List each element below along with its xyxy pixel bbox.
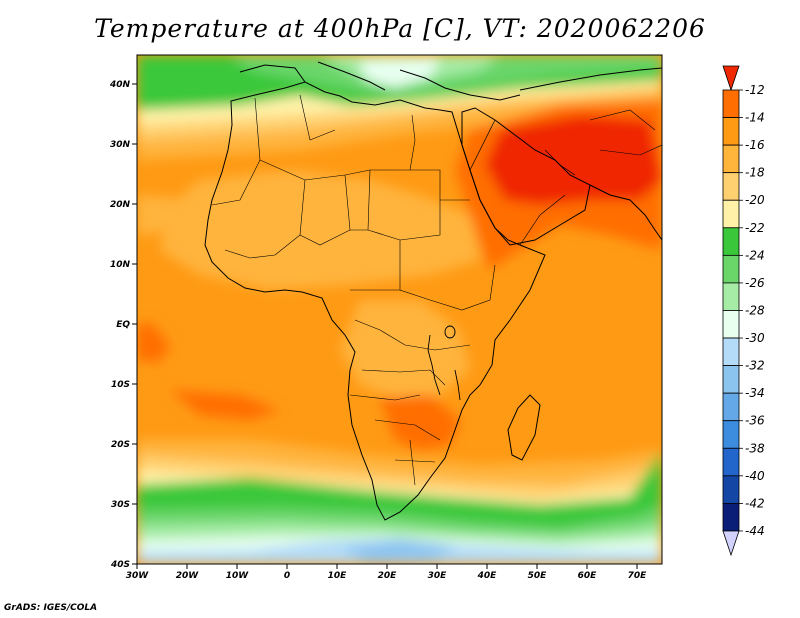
lon-label-40e: 40E <box>477 571 498 581</box>
colorbar-label: -18 <box>745 166 765 180</box>
colorbar-label: -34 <box>745 386 765 400</box>
colorbar-swatch <box>722 365 740 394</box>
temperature-field <box>137 55 662 564</box>
coastlines <box>204 61 662 521</box>
lakes <box>427 325 461 401</box>
colorbar: -12 -14 -16 -18 -20 -22 -24 -26 -28 -30 -32 -34 -36 -… <box>722 65 765 557</box>
colorbar-label: -36 <box>745 414 765 428</box>
colorbar-label: -44 <box>745 524 765 538</box>
colorbar-label: -20 <box>745 193 765 207</box>
lat-label-30s: 30S <box>111 500 130 510</box>
lon-label-30w: 30W <box>126 571 150 581</box>
colorbar-swatch <box>722 199 740 229</box>
colorbar-label: -38 <box>745 441 765 455</box>
colorbar-swatches <box>722 89 740 532</box>
map-frame <box>136 54 663 565</box>
colorbar-label: -42 <box>745 496 765 510</box>
colorbar-labels: -12 -14 -16 -18 -20 -22 -24 -26 -28 -30 -32 -34 -36 -… <box>739 83 765 538</box>
lon-label-50e: 50E <box>528 571 548 581</box>
lat-label-20s: 20S <box>111 440 130 450</box>
colorbar-label: -14 <box>745 111 765 125</box>
colorbar-label: -22 <box>745 221 765 235</box>
colorbar-swatch <box>722 282 740 311</box>
country-borders <box>211 94 662 486</box>
colorbar-label: -16 <box>745 138 765 152</box>
colorbar-bottom-arrow <box>722 530 740 557</box>
colorbar-swatch <box>722 502 740 532</box>
colorbar-label: -30 <box>745 331 765 345</box>
lon-label-10e: 10E <box>328 571 348 581</box>
lat-label-40n: 40N <box>109 80 131 90</box>
lat-label-10s: 10S <box>111 380 130 390</box>
axis-ticks <box>132 83 638 569</box>
colorbar-label: -40 <box>745 469 765 483</box>
colorbar-label: -26 <box>745 276 765 290</box>
lat-label-40s: 40S <box>110 560 130 570</box>
colorbar-swatch <box>722 337 740 367</box>
lat-label-20n: 20N <box>110 200 131 210</box>
lon-label-20w: 20W <box>176 571 200 581</box>
lon-label-20e: 20E <box>378 571 398 581</box>
colorbar-swatch <box>722 254 740 284</box>
lat-label-eq: EQ <box>116 320 130 330</box>
colorbar-swatch <box>722 144 740 174</box>
lon-label-60e: 60E <box>578 571 598 581</box>
lat-label-30n: 30N <box>110 140 131 150</box>
colorbar-swatch <box>722 447 740 477</box>
colorbar-swatch <box>722 117 740 146</box>
colorbar-label: -24 <box>745 248 765 262</box>
lon-label-10w: 10W <box>226 571 250 581</box>
colorbar-label: -12 <box>745 83 765 97</box>
lon-label-70e: 70E <box>628 571 648 581</box>
colorbar-swatch <box>722 310 740 339</box>
latitude-labels: 40S 30S 20S 10S EQ 10N 20N 30N 40N <box>109 80 131 570</box>
lon-label-30e: 30E <box>428 571 448 581</box>
colorbar-swatch <box>722 475 740 504</box>
footer-credit: GrADS: IGES/COLA <box>4 603 98 613</box>
longitude-labels: 30W 20W 10W 0 10E 20E 30E 40E 50E 60E 70… <box>126 571 647 581</box>
colorbar-swatch <box>722 89 740 118</box>
map-title: Temperature at 400hPa [C], VT: 202006220… <box>94 14 706 43</box>
colorbar-swatch <box>722 420 740 449</box>
colorbar-swatch <box>722 392 740 422</box>
colorbar-label: -28 <box>745 303 765 317</box>
colorbar-swatch <box>722 227 740 256</box>
colorbar-swatch <box>722 172 740 201</box>
lat-label-10n: 10N <box>110 260 131 270</box>
colorbar-label: -32 <box>745 359 765 373</box>
colorbar-top-arrow <box>722 65 740 92</box>
lon-label-0: 0 <box>284 571 290 581</box>
